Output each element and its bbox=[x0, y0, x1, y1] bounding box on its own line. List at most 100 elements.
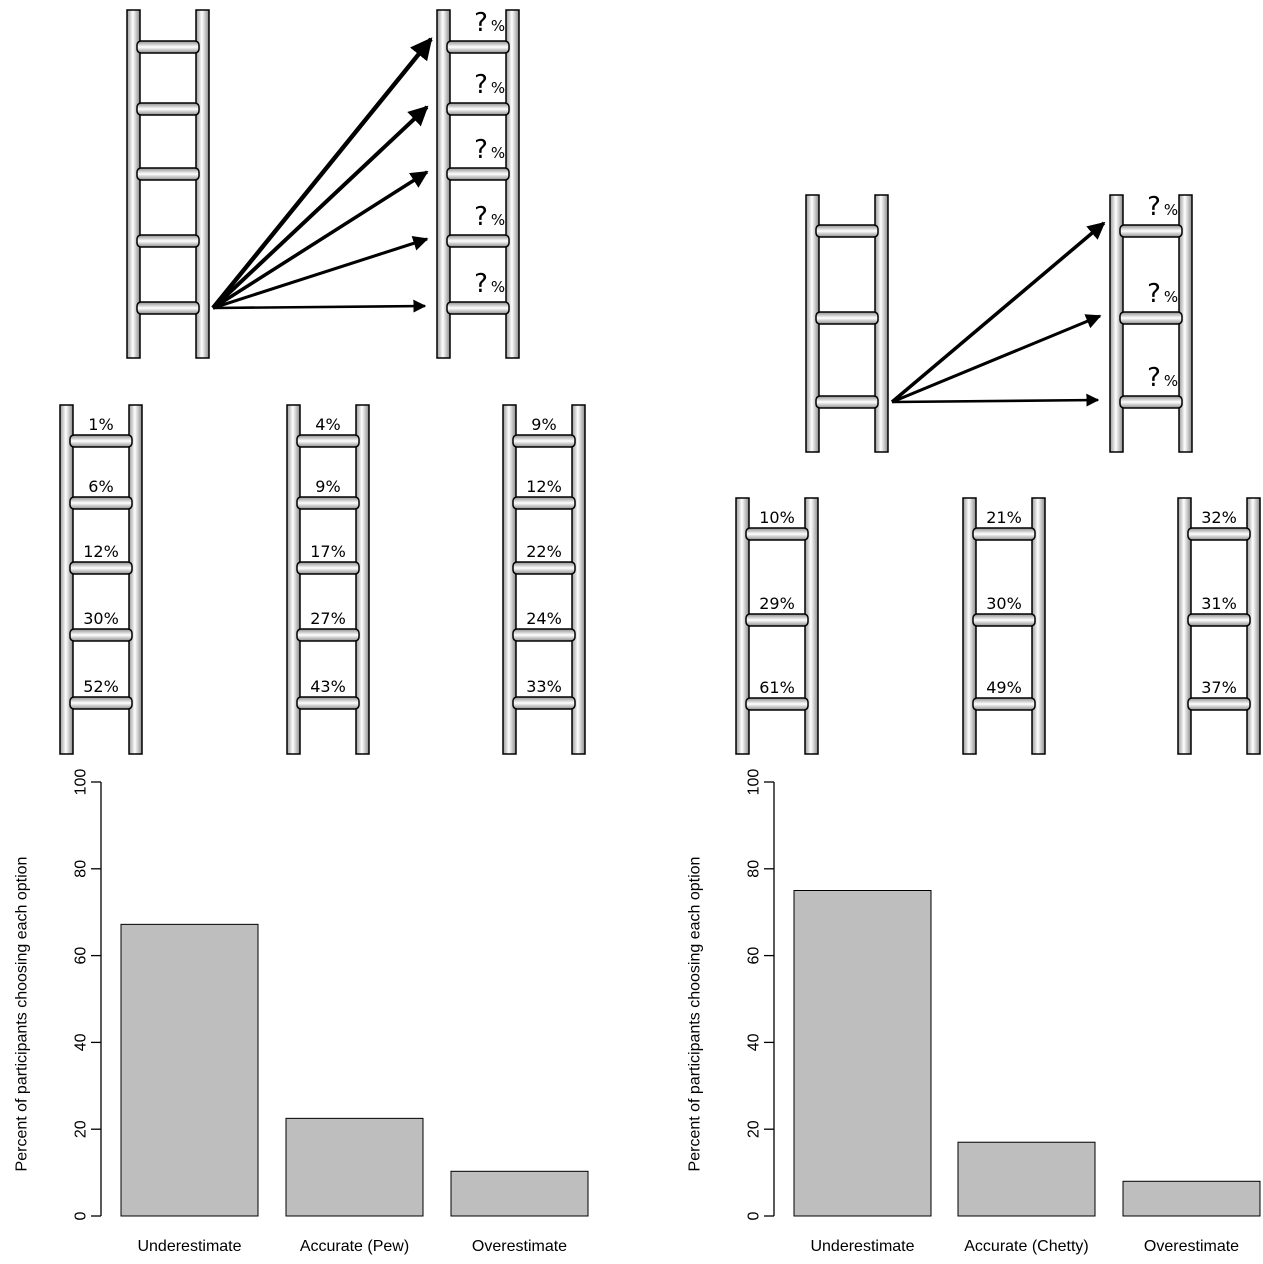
ladder-rung bbox=[296, 696, 360, 710]
ladder-percent-label: 17% bbox=[310, 542, 346, 561]
arrow bbox=[212, 235, 429, 310]
ladder-rung bbox=[136, 40, 200, 54]
percent-sign: % bbox=[1164, 288, 1178, 306]
unknown-percent-label: ? bbox=[474, 269, 488, 299]
arrow bbox=[211, 37, 433, 310]
ladder: 4% 9% 17% 27% 43% bbox=[286, 404, 370, 755]
y-tick-label: 20 bbox=[73, 1120, 90, 1138]
x-tick-label: Accurate (Pew) bbox=[300, 1238, 409, 1255]
ladder: 10% 29% 61% bbox=[735, 497, 819, 755]
bar bbox=[957, 1141, 1096, 1217]
ladder-rung bbox=[815, 224, 879, 238]
unknown-percent-label: ? bbox=[474, 135, 488, 165]
y-tick-label: 40 bbox=[746, 1033, 763, 1051]
results-ladders: 10% 29% 61% 21% 30% 49% 32% 31% 37% bbox=[735, 497, 1261, 755]
bar bbox=[793, 890, 932, 1217]
ladder-rung bbox=[1187, 697, 1251, 711]
ladder-rung bbox=[512, 561, 576, 575]
ladder-percent-label: 12% bbox=[526, 477, 562, 496]
ladder-percent-label: 49% bbox=[986, 678, 1022, 697]
ladder-rung bbox=[446, 234, 510, 248]
percent-sign: % bbox=[1164, 201, 1178, 219]
ladder-percent-label: 22% bbox=[526, 542, 562, 561]
ladder-percent-label: 1% bbox=[88, 415, 113, 434]
unknown-percent-label: ? bbox=[1147, 279, 1161, 309]
ladder-percent-label: 10% bbox=[759, 508, 795, 527]
ladder: 21% 30% 49% bbox=[962, 497, 1046, 755]
ladder bbox=[126, 9, 210, 359]
ladder-rung bbox=[972, 697, 1036, 711]
ladder-rail bbox=[502, 404, 517, 755]
y-tick-label: 60 bbox=[746, 947, 763, 965]
ladder-percent-label: 6% bbox=[88, 477, 113, 496]
x-tick-label: Accurate (Chetty) bbox=[964, 1238, 1088, 1255]
arrow bbox=[891, 393, 1100, 407]
ladder-rung bbox=[446, 301, 510, 315]
bar bbox=[1122, 1180, 1261, 1217]
percent-sign: % bbox=[491, 17, 505, 35]
arrow bbox=[890, 221, 1106, 404]
ladder: 9% 12% 22% 24% 33% bbox=[502, 404, 586, 755]
ladder: ?%?%?% bbox=[1109, 192, 1193, 453]
ladder-rail bbox=[286, 404, 301, 755]
ladder-rung bbox=[296, 434, 360, 448]
bar bbox=[450, 1170, 589, 1217]
ladder bbox=[805, 194, 889, 453]
ladder-rung bbox=[296, 496, 360, 510]
ladder-rung bbox=[1119, 395, 1183, 409]
ladder-rung bbox=[446, 167, 510, 181]
ladder-rail bbox=[355, 404, 370, 755]
arrows bbox=[211, 37, 433, 313]
y-tick-label: 80 bbox=[73, 860, 90, 878]
ladder: 32% 31% 37% bbox=[1177, 497, 1261, 755]
ladder-rung bbox=[972, 613, 1036, 627]
ladder-rail bbox=[436, 9, 451, 359]
x-tick-label: Overestimate bbox=[1144, 1238, 1239, 1255]
ladder-rung bbox=[69, 434, 133, 448]
panel-left: ?%?%?%?%?% 1%6%12%30%52%4%9%17%27%43%9%1… bbox=[14, 8, 589, 1255]
ladder-percent-label: 24% bbox=[526, 609, 562, 628]
x-tick-label: Underestimate bbox=[137, 1238, 241, 1255]
ladder-rung bbox=[136, 102, 200, 116]
top-ladder-diagram: ?%?%?%?%?% bbox=[126, 8, 520, 359]
ladder-rail bbox=[128, 404, 143, 755]
ladder-rung bbox=[1187, 613, 1251, 627]
ladder-rung bbox=[745, 527, 809, 541]
percent-sign: % bbox=[491, 211, 505, 229]
ladder: 1% 6% 12% 30% 52% bbox=[59, 404, 143, 755]
ladder-rung bbox=[69, 496, 133, 510]
y-axis-label: Percent of participants choosing each op… bbox=[687, 857, 704, 1172]
ladder-percent-label: 37% bbox=[1201, 678, 1237, 697]
ladder-rung bbox=[296, 561, 360, 575]
ladder-rung bbox=[745, 697, 809, 711]
bar-chart: 0 20 40 60 80 100 Percent of participants choo… bbox=[14, 769, 589, 1255]
ladder-rung bbox=[446, 102, 510, 116]
arrows bbox=[890, 221, 1106, 407]
bar-chart: 0 20 40 60 80 100 Percent of participants choo… bbox=[687, 769, 1261, 1255]
ladder: ?%?%?%?%?% bbox=[436, 8, 520, 359]
ladder-rung bbox=[136, 234, 200, 248]
y-tick-label: 60 bbox=[73, 947, 90, 965]
results-ladders: 1% 6% 12% 30% 52% 4% 9% 17% 27% 43% 9% 12% 22% 24% 33% bbox=[59, 404, 586, 755]
unknown-percent-label: ? bbox=[1147, 363, 1161, 393]
x-tick-label: Overestimate bbox=[472, 1238, 567, 1255]
panel-right: ?%?%?% 10% 29% 61% 21% 30% 49% 32% 31% 37% 0 20 40… bbox=[687, 192, 1261, 1255]
top-ladder-diagram: ?%?%?% bbox=[805, 192, 1193, 453]
ladder-percent-label: 9% bbox=[531, 415, 556, 434]
ladder-rung bbox=[745, 613, 809, 627]
y-tick-label: 100 bbox=[746, 769, 763, 796]
y-tick-label: 80 bbox=[746, 860, 763, 878]
arrow bbox=[891, 314, 1102, 404]
ladder-rung bbox=[815, 311, 879, 325]
ladder-rung bbox=[1187, 527, 1251, 541]
ladder-rung bbox=[1119, 224, 1183, 238]
ladder-rung bbox=[69, 628, 133, 642]
arrow bbox=[211, 105, 429, 310]
unknown-percent-label: ? bbox=[474, 202, 488, 232]
ladder-rung bbox=[136, 167, 200, 181]
ladder-percent-label: 21% bbox=[986, 508, 1022, 527]
ladder-percent-label: 29% bbox=[759, 594, 795, 613]
percent-sign: % bbox=[491, 79, 505, 97]
arrow bbox=[212, 299, 427, 313]
